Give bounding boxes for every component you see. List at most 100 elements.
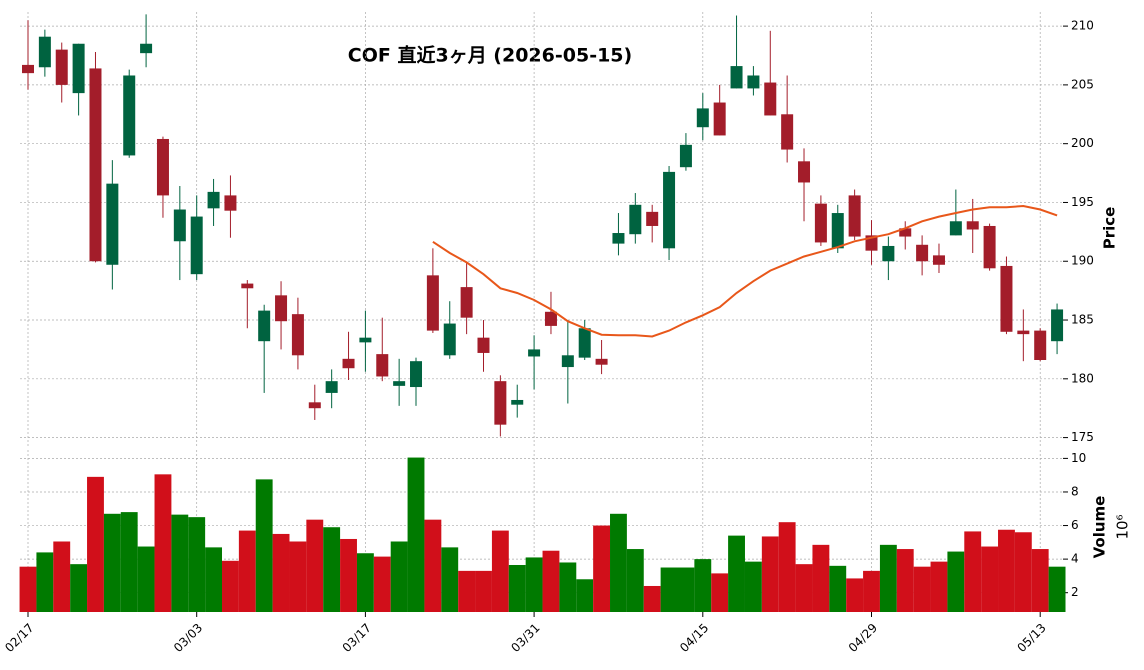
volume-tick-label: 2 <box>1071 585 1079 599</box>
volume-bar <box>863 570 880 612</box>
candle-body <box>798 161 811 183</box>
volume-bar <box>593 525 611 612</box>
volume-bar <box>36 552 54 612</box>
candle-body <box>258 310 271 342</box>
volume-bar <box>846 578 864 612</box>
volume-bar <box>407 457 425 612</box>
volume-bar <box>491 530 509 612</box>
candle-body <box>932 255 945 265</box>
volume-bar <box>964 531 982 612</box>
candle-body <box>494 381 507 425</box>
x-tick-label: 03/17 <box>340 621 374 655</box>
candle-body <box>38 36 51 68</box>
candle-body <box>646 211 659 226</box>
volume-bar <box>812 544 830 612</box>
candle-body <box>899 228 912 237</box>
volume-bar <box>795 564 813 612</box>
y-tick-label: 175 <box>1071 430 1094 444</box>
volume-axis-label: Volume <box>1091 496 1109 559</box>
volume-tick-label: 8 <box>1071 484 1079 498</box>
y-tick-label: 205 <box>1071 77 1094 91</box>
candle-body <box>410 361 423 388</box>
volume-bar <box>1048 566 1066 612</box>
x-tick-label: 03/03 <box>171 621 205 655</box>
volume-bar <box>373 556 391 612</box>
candle-body <box>814 203 827 243</box>
volume-bar <box>913 566 931 612</box>
candle-body <box>1034 330 1047 360</box>
x-tick-label: 04/29 <box>846 621 880 655</box>
y-tick-label: 195 <box>1071 195 1094 209</box>
chart-title: COF 直近3ヶ月 (2026-05-15) <box>348 44 632 67</box>
candle-body <box>22 64 34 74</box>
volume-bar <box>660 567 678 612</box>
volume-tick-label: 4 <box>1071 552 1079 566</box>
candle-body <box>983 225 996 269</box>
candle-body <box>241 283 254 289</box>
candle-body <box>561 355 574 368</box>
volume-bar <box>171 514 189 612</box>
y-tick-label: 200 <box>1071 136 1094 150</box>
candle-body <box>55 49 68 85</box>
volume-bar <box>981 546 999 612</box>
volume-bar <box>508 564 526 612</box>
volume-bar <box>205 547 223 612</box>
volume-bar <box>103 513 121 612</box>
candle-body <box>528 349 541 357</box>
candle-body <box>511 399 524 405</box>
candle-body <box>663 171 676 249</box>
volume-bar <box>576 579 594 612</box>
candle-body <box>831 213 844 249</box>
candle-body <box>713 102 726 136</box>
volume-bar <box>947 551 965 612</box>
volume-bar <box>222 560 239 612</box>
volume-bar <box>53 541 71 612</box>
volume-bar <box>19 566 37 612</box>
volume-bar <box>137 546 155 612</box>
candle-body <box>190 216 203 275</box>
volume-bar <box>694 559 712 612</box>
volume-bar <box>761 536 779 612</box>
volume-tick-label: 10 <box>1071 451 1086 465</box>
candle-body <box>1017 330 1030 335</box>
y-tick-label: 190 <box>1071 254 1094 268</box>
candle-body <box>764 82 777 116</box>
candle-body <box>612 233 625 244</box>
moving-average-line <box>432 204 1058 338</box>
volume-unit: 10⁶ <box>1114 514 1132 539</box>
candle-body <box>595 358 608 365</box>
volume-bar <box>728 535 745 612</box>
volume-bar <box>154 474 172 612</box>
candle-body <box>696 108 709 128</box>
volume-bar <box>323 527 341 612</box>
x-tick-label: 02/17 <box>2 621 36 655</box>
volume-bar <box>1014 532 1032 612</box>
candle-body <box>848 195 861 237</box>
volume-bar <box>542 550 560 612</box>
y-axis-label: Price <box>1101 207 1119 250</box>
candle-body <box>89 68 102 262</box>
candle-body <box>325 381 338 393</box>
volume-bar <box>475 570 492 612</box>
volume-bar <box>829 565 847 612</box>
volume-bar <box>998 529 1015 612</box>
volume-bar <box>559 562 577 612</box>
volume-bar <box>458 570 476 612</box>
volume-bar <box>930 561 948 612</box>
volume-bar <box>525 557 543 612</box>
candle-body <box>173 209 186 242</box>
candle-body <box>1000 265 1013 332</box>
candle-body <box>123 75 136 156</box>
candle-body <box>140 43 153 54</box>
candle-body <box>460 287 473 318</box>
volume-bar <box>272 533 290 612</box>
candle-body <box>359 337 372 343</box>
volume-bar <box>879 544 897 612</box>
volume-bar <box>255 479 273 612</box>
volume-bar <box>340 538 357 612</box>
y-tick-label: 210 <box>1071 19 1094 33</box>
candle-body <box>629 204 642 235</box>
candle-body <box>393 381 406 386</box>
candle-body <box>443 323 456 356</box>
candle-body <box>916 244 929 262</box>
